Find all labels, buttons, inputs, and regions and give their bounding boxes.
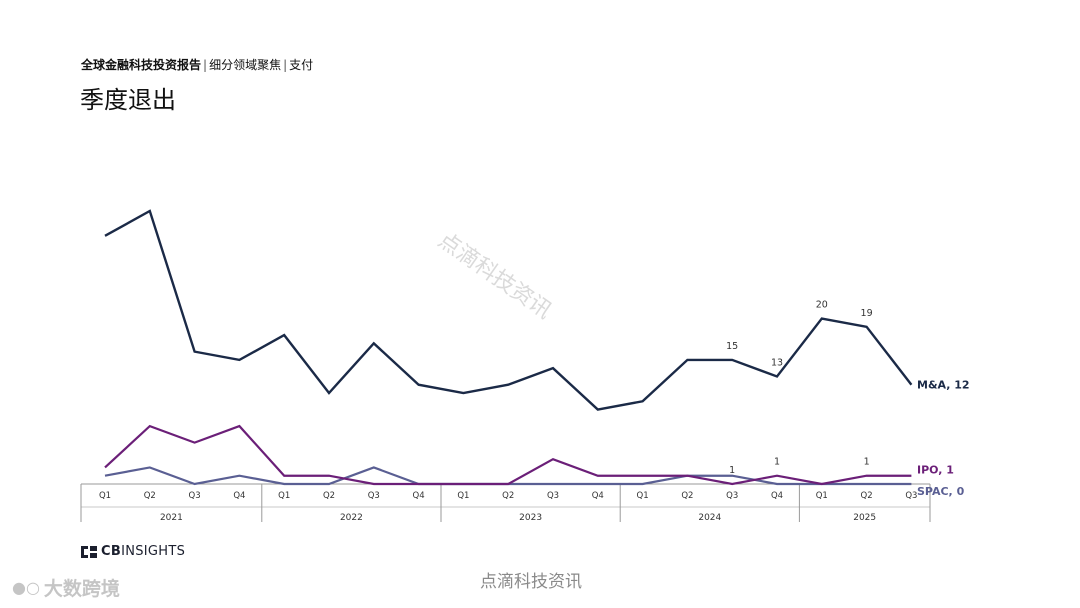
x-tick-label: Q4 [233,491,245,501]
breadcrumb-separator: | [203,58,208,72]
x-tick-label: Q2 [144,491,156,501]
breadcrumb-topic: 支付 [289,58,314,72]
x-tick-label: Q1 [637,491,649,501]
x-tick-label: Q2 [861,491,873,501]
breadcrumb-separator: | [283,58,288,72]
x-tick-label: Q4 [592,491,604,501]
x-tick-label: Q1 [816,491,828,501]
watermark-left-text: 大数跨境 [43,578,120,600]
x-tick-label: Q1 [99,491,111,501]
data-label: 1 [729,465,735,476]
x-tick-label: Q3 [189,491,201,501]
year-label: 2022 [340,513,363,523]
x-tick-label: Q2 [323,491,335,501]
x-tick-label: Q2 [681,491,693,501]
breadcrumb: 全球金融科技投资报告 | 细分领域聚焦 | 支付 [81,56,313,73]
cbinsights-logo: CBINSIGHTS [81,544,185,559]
x-tick-label: Q1 [278,491,290,501]
year-label: 2021 [160,513,183,523]
data-label: 13 [771,357,783,368]
data-label: 1 [864,457,870,468]
year-label: 2024 [698,513,721,523]
series-end-label: M&A, 12 [917,379,970,392]
year-label: 2023 [519,513,542,523]
year-label: 2025 [853,513,876,523]
x-tick-label: Q1 [457,491,469,501]
cbinsights-mark-icon [81,545,97,558]
x-tick-label: Q4 [413,491,425,501]
series-line-ma [104,209,913,411]
x-tick-label: Q3 [547,491,559,501]
data-label: 20 [816,300,828,311]
watermark-bottom: 点滴科技资讯 [480,572,582,592]
x-tick-label: Q3 [368,491,380,501]
x-tick-label: Q3 [726,491,738,501]
data-label: 15 [726,341,738,352]
data-label: 1 [774,457,780,468]
logo-text-bold: CB [101,544,122,559]
x-tick-label: Q2 [502,491,514,501]
series-line-ipo [104,424,912,486]
watermark-logo-icon: ●○ [12,578,40,597]
data-label: 19 [861,308,873,319]
breadcrumb-segment: 细分领域聚焦 [209,58,282,72]
x-tick-label: Q3 [905,491,917,501]
logo-text-rest: INSIGHTS [121,544,186,559]
x-tick-label: Q4 [771,491,783,501]
watermark-left: ●○ 大数跨境 [12,574,120,601]
breadcrumb-report: 全球金融科技投资报告 [81,58,202,72]
series-end-label: IPO, 1 [917,464,954,477]
series-end-label: SPAC, 0 [917,485,965,498]
series-line-spac [104,466,912,486]
page-title: 季度退出 [80,86,176,114]
